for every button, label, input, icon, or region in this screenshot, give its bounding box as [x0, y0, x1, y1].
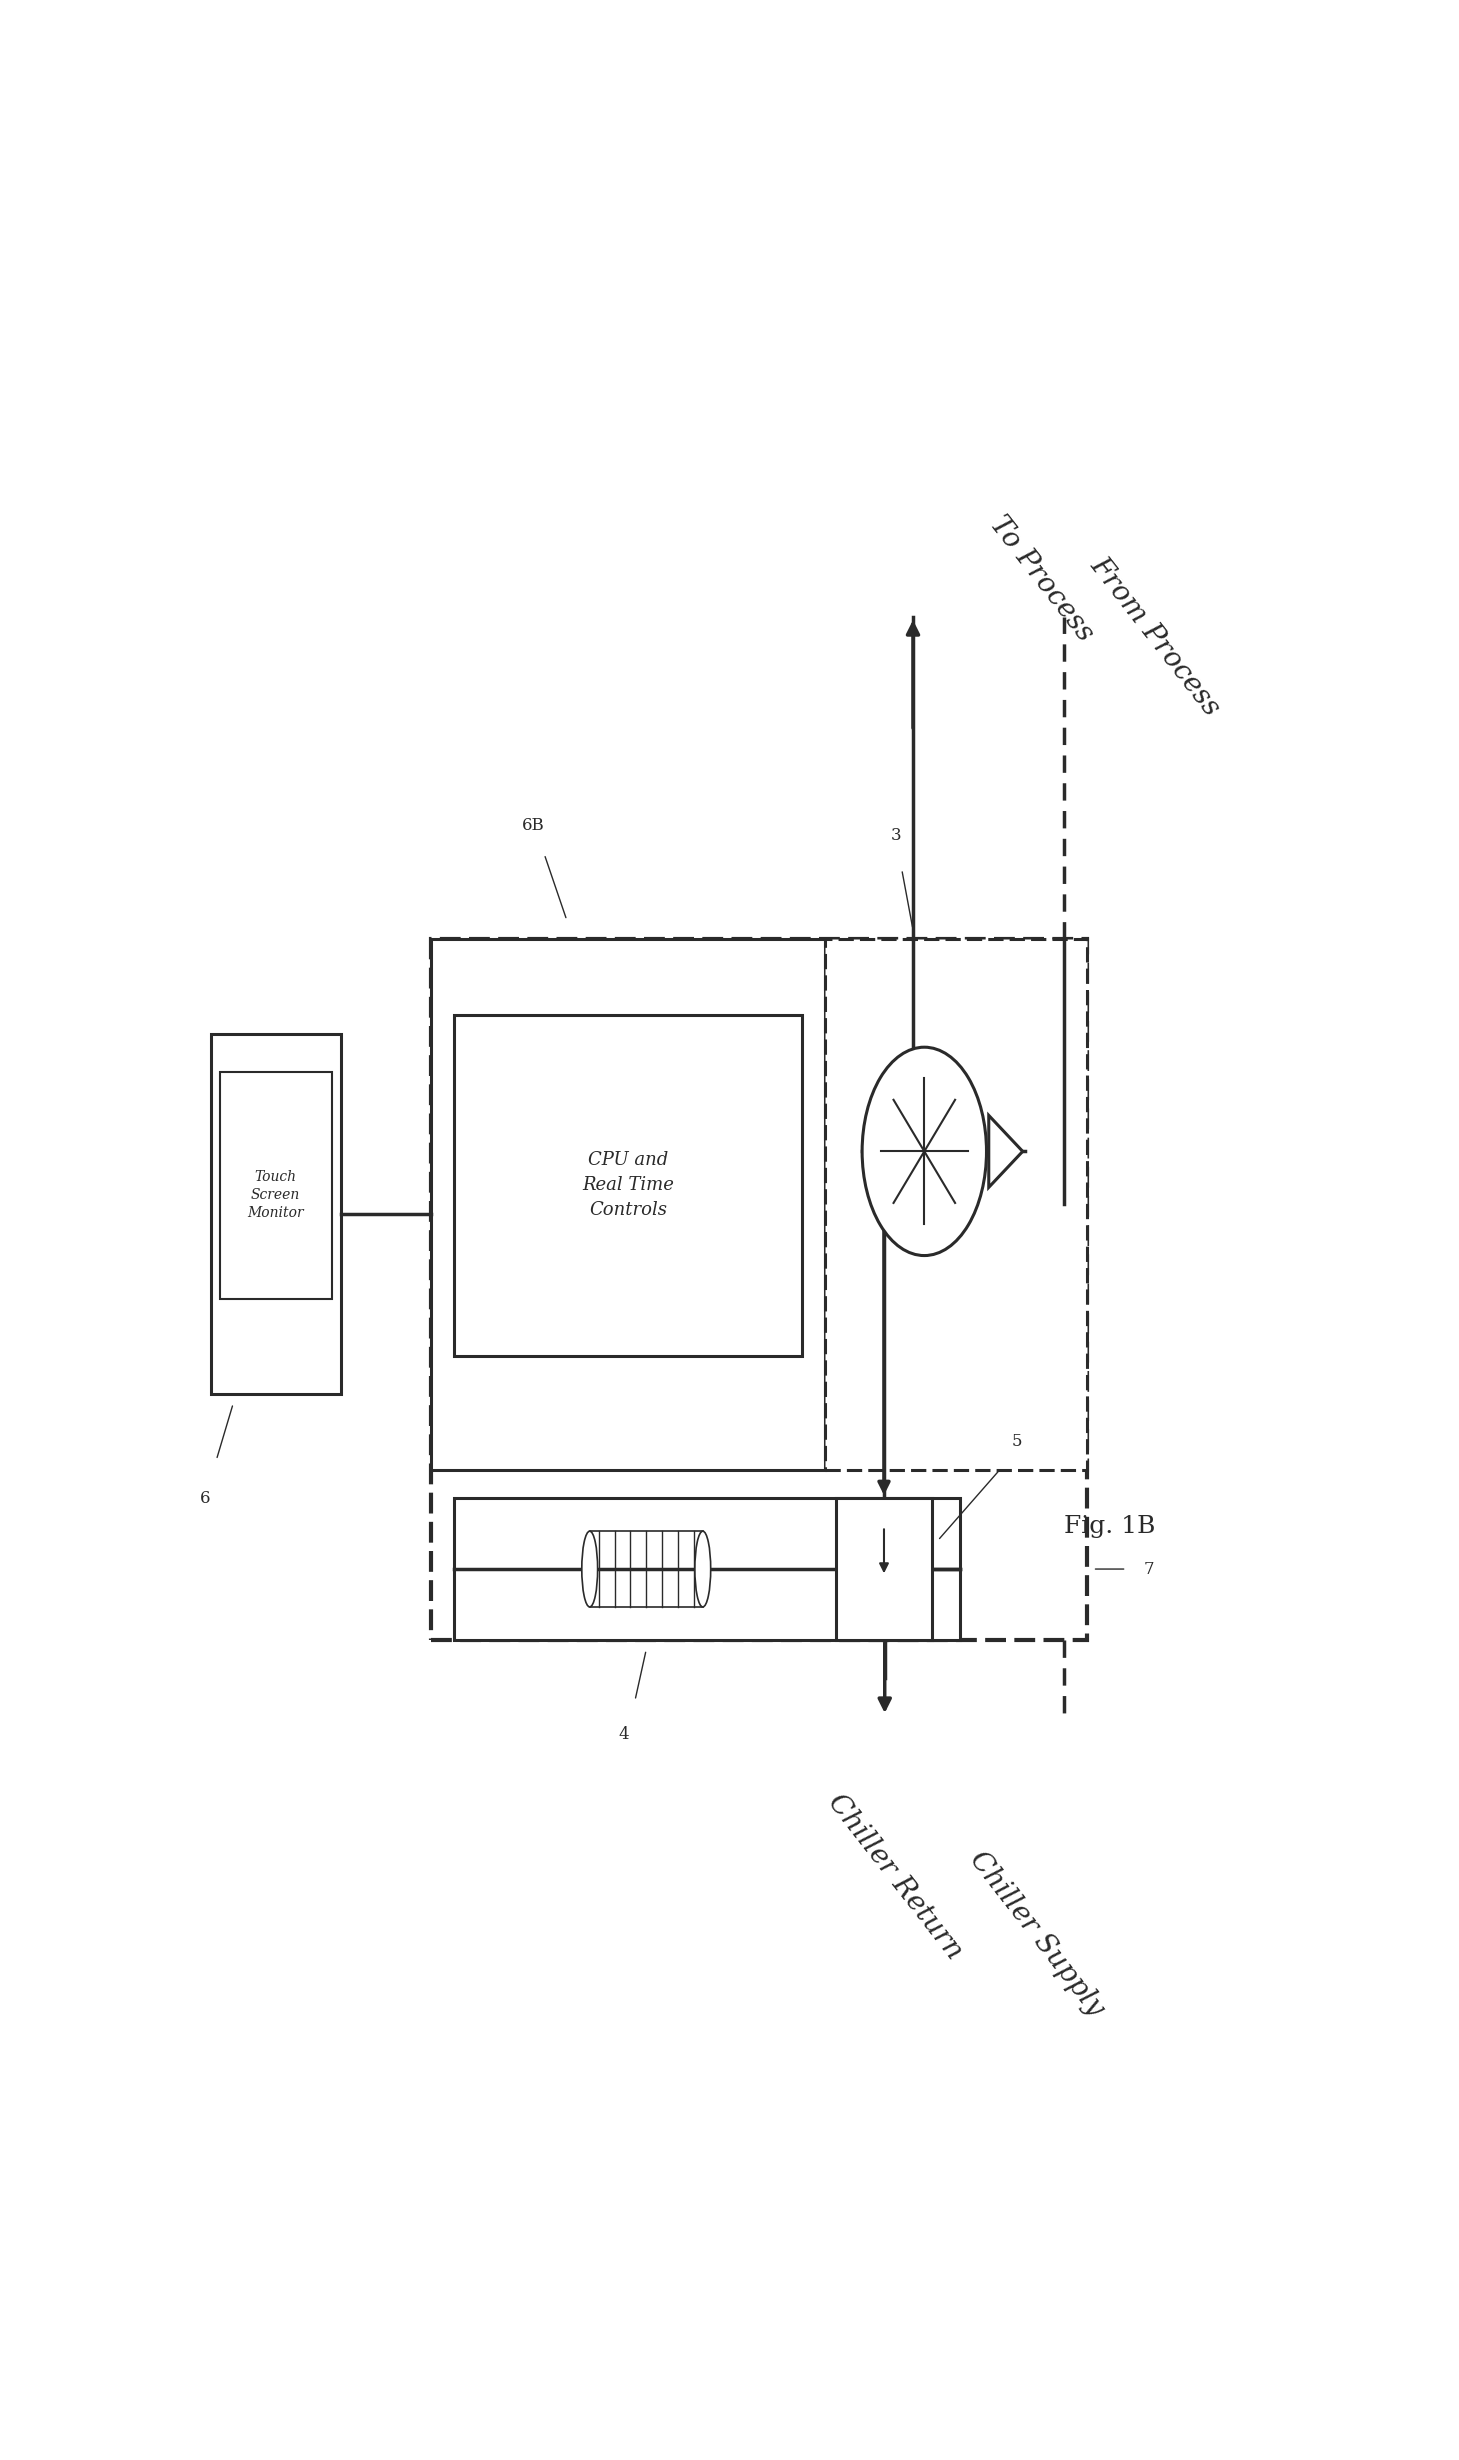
Polygon shape: [989, 1114, 1023, 1188]
Bar: [845, 1594, 924, 1629]
Text: CPU and
Real Time
Controls: CPU and Real Time Controls: [582, 1151, 674, 1220]
Ellipse shape: [694, 1530, 711, 1606]
Ellipse shape: [582, 1530, 598, 1606]
Text: 7: 7: [1144, 1560, 1154, 1577]
Bar: [836, 1498, 932, 1641]
Bar: [824, 940, 1087, 1469]
Text: 3: 3: [891, 827, 902, 844]
Text: 4: 4: [619, 1727, 629, 1744]
Text: 5: 5: [1011, 1432, 1023, 1449]
Bar: [454, 1498, 960, 1641]
Text: From Process: From Process: [1084, 551, 1226, 721]
Bar: [432, 940, 824, 1469]
Bar: [220, 1073, 331, 1299]
Bar: [432, 940, 1087, 1641]
Bar: [210, 1033, 341, 1395]
Text: 6B: 6B: [521, 817, 544, 834]
Text: Fig. 1B: Fig. 1B: [1064, 1515, 1156, 1538]
Text: To Process: To Process: [985, 512, 1099, 647]
Text: Chiller Supply: Chiller Supply: [963, 1845, 1109, 2022]
Text: Chiller Return: Chiller Return: [821, 1788, 967, 1966]
Text: 6: 6: [200, 1488, 210, 1506]
Circle shape: [862, 1048, 986, 1255]
Bar: [454, 1016, 802, 1355]
Text: Touch
Screen
Monitor: Touch Screen Monitor: [248, 1168, 303, 1220]
